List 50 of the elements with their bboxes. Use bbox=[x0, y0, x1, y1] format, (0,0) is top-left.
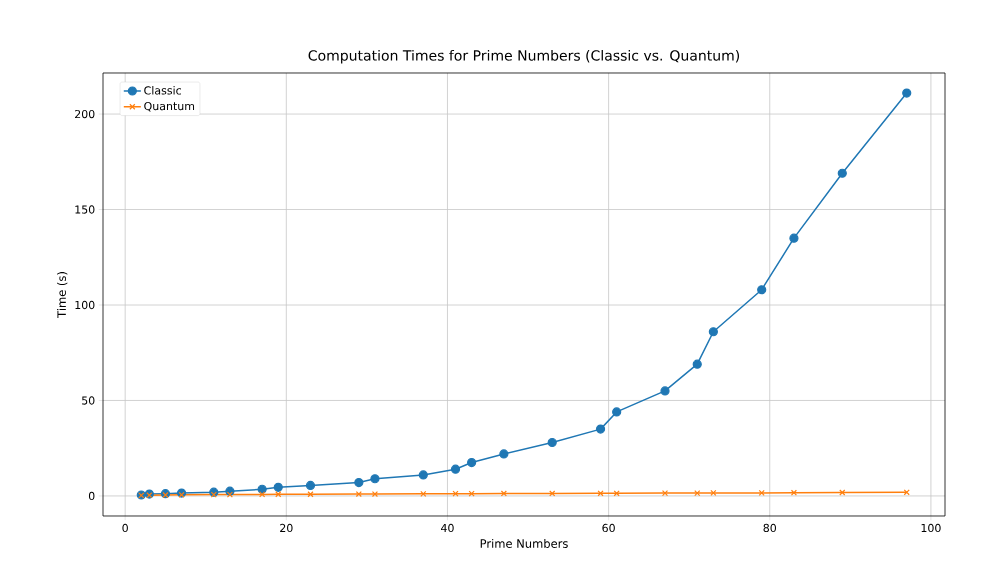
point bbox=[226, 491, 233, 498]
point bbox=[692, 359, 702, 369]
point bbox=[661, 490, 669, 497]
x-tick-label: 40 bbox=[441, 523, 454, 533]
x-tick-label: 100 bbox=[921, 523, 941, 533]
x-tick-label: 80 bbox=[763, 523, 777, 533]
point bbox=[210, 491, 217, 498]
y-axis-title: Time (s) bbox=[57, 272, 68, 318]
point bbox=[355, 490, 362, 498]
point bbox=[452, 490, 459, 497]
point bbox=[370, 474, 380, 484]
point bbox=[710, 489, 717, 496]
y-tick-label: 200 bbox=[75, 109, 95, 119]
point bbox=[450, 464, 461, 474]
point bbox=[467, 457, 477, 468]
y-tick-label: 150 bbox=[75, 205, 95, 214]
chart-title: Computation Times for Prime Numbers (Classic vs. Quantum) bbox=[308, 49, 740, 64]
point bbox=[837, 168, 847, 178]
point bbox=[757, 285, 767, 295]
legend-label: Quantum bbox=[144, 101, 195, 112]
point bbox=[499, 449, 509, 459]
point bbox=[307, 491, 314, 498]
y-tick-label: 50 bbox=[82, 396, 95, 405]
point bbox=[597, 490, 604, 497]
point bbox=[660, 386, 670, 396]
point bbox=[790, 489, 798, 496]
point bbox=[547, 437, 557, 448]
x-tick-label: 60 bbox=[602, 523, 615, 533]
legend-label: Classic bbox=[144, 86, 181, 95]
point bbox=[612, 407, 622, 417]
point bbox=[595, 424, 606, 434]
point bbox=[902, 88, 912, 98]
point bbox=[549, 490, 556, 497]
point bbox=[420, 490, 427, 497]
y-tick-label: 0 bbox=[88, 491, 95, 501]
x-tick-label: 20 bbox=[280, 523, 293, 533]
point bbox=[305, 480, 316, 491]
x-tick-label: 0 bbox=[122, 523, 128, 533]
y-tick-label: 100 bbox=[75, 300, 95, 310]
point bbox=[259, 491, 266, 498]
point bbox=[273, 482, 283, 492]
point bbox=[694, 490, 701, 497]
point bbox=[758, 489, 765, 496]
x-axis-title: Prime Numbers bbox=[480, 538, 568, 548]
point bbox=[500, 490, 507, 497]
point bbox=[354, 477, 364, 488]
point bbox=[418, 470, 428, 480]
point bbox=[708, 327, 718, 337]
point bbox=[839, 489, 846, 496]
point bbox=[789, 233, 799, 243]
